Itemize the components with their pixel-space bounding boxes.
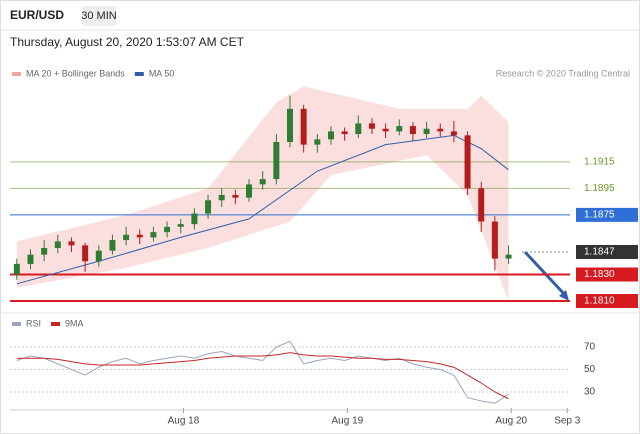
level-label: 1.1915 bbox=[584, 157, 615, 168]
ma50-line bbox=[16, 134, 509, 285]
legend-label: 9MA bbox=[65, 318, 84, 328]
candle-body bbox=[368, 123, 375, 129]
candle-body bbox=[505, 254, 512, 259]
y-tick-label: 70 bbox=[584, 342, 596, 353]
candle-body bbox=[150, 232, 157, 238]
candle-body bbox=[41, 248, 48, 255]
interval-box[interactable] bbox=[82, 6, 116, 26]
candle-body bbox=[450, 131, 457, 136]
x-tick-label: Sep 3 bbox=[554, 416, 581, 427]
timestamp: Thursday, August 20, 2020 1:53:07 AM CET bbox=[10, 35, 245, 49]
level-badge bbox=[576, 207, 638, 222]
forecast-arrowhead bbox=[559, 290, 569, 301]
candle-body bbox=[396, 126, 403, 132]
interval[interactable]: 30 MIN bbox=[81, 10, 117, 22]
candle-body bbox=[191, 213, 198, 225]
level-label: 1.1875 bbox=[584, 210, 615, 221]
level-badge bbox=[576, 294, 638, 309]
candle-body bbox=[327, 131, 334, 140]
symbol: EUR/USD bbox=[10, 8, 64, 22]
candle-body bbox=[136, 234, 143, 238]
candle-body bbox=[478, 188, 485, 222]
legend-swatch bbox=[12, 322, 21, 326]
candle-body bbox=[287, 108, 293, 142]
candle-body bbox=[355, 123, 362, 135]
level-badge bbox=[576, 244, 638, 259]
candle-body bbox=[177, 224, 184, 227]
y-tick-label: 30 bbox=[584, 387, 596, 398]
y-tick-label: 50 bbox=[584, 364, 596, 375]
candle-body bbox=[27, 254, 34, 264]
candle-body bbox=[409, 126, 416, 135]
candle-body bbox=[464, 135, 471, 189]
candle-body bbox=[246, 184, 253, 198]
level-label: 1.1895 bbox=[584, 183, 615, 194]
candle-body bbox=[164, 226, 171, 233]
x-tick-label: Aug 20 bbox=[495, 416, 527, 427]
rsi-line bbox=[16, 352, 509, 400]
candle-body bbox=[314, 139, 321, 145]
candle-body bbox=[218, 195, 225, 201]
candle-body bbox=[82, 245, 89, 262]
legend-label: RSI bbox=[26, 318, 41, 328]
x-tick-label: Aug 19 bbox=[332, 416, 364, 427]
credit: Research © 2020 Trading Central bbox=[496, 68, 630, 78]
candle-body bbox=[491, 221, 498, 259]
rsi-line bbox=[16, 340, 509, 404]
level-label: 1.1830 bbox=[584, 269, 615, 280]
level-badge bbox=[576, 267, 638, 282]
x-tick-label: Aug 18 bbox=[168, 416, 200, 427]
candle-body bbox=[95, 250, 102, 262]
level-label: 1.1810 bbox=[584, 296, 615, 307]
candle-body bbox=[68, 241, 75, 246]
candle-body bbox=[423, 128, 430, 135]
candle-body bbox=[259, 179, 266, 185]
candle-body bbox=[341, 131, 348, 135]
candle-body bbox=[109, 240, 116, 251]
candle-body bbox=[54, 241, 61, 249]
candle-body bbox=[13, 263, 20, 275]
candle-body bbox=[273, 141, 280, 180]
level-label: 1.1847 bbox=[584, 247, 615, 258]
legend-swatch bbox=[51, 322, 61, 326]
legend-swatch bbox=[134, 72, 144, 76]
candle-body bbox=[437, 128, 444, 132]
candle-body bbox=[300, 108, 307, 145]
candle-body bbox=[123, 234, 130, 241]
candle-body bbox=[232, 195, 239, 198]
legend-label: MA 50 bbox=[149, 68, 175, 78]
bollinger-band bbox=[16, 86, 509, 302]
legend-swatch bbox=[12, 72, 21, 76]
legend-label: MA 20 + Bollinger Bands bbox=[26, 68, 125, 78]
candle-body bbox=[205, 200, 212, 214]
candle-body bbox=[382, 128, 389, 132]
